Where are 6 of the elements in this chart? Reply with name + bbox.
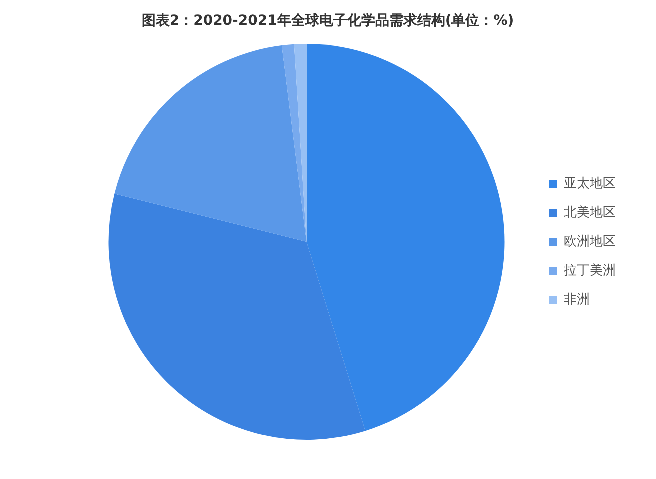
legend-label: 非洲 bbox=[564, 292, 590, 308]
legend-label: 亚太地区 bbox=[564, 176, 616, 192]
legend-label: 北美地区 bbox=[564, 204, 616, 220]
legend-label: 拉丁美洲 bbox=[564, 262, 616, 278]
legend-label: 欧洲地区 bbox=[564, 234, 616, 250]
chart-title: 图表2：2020-2021年全球电子化学品需求结构(单位：%) bbox=[140, 12, 516, 30]
